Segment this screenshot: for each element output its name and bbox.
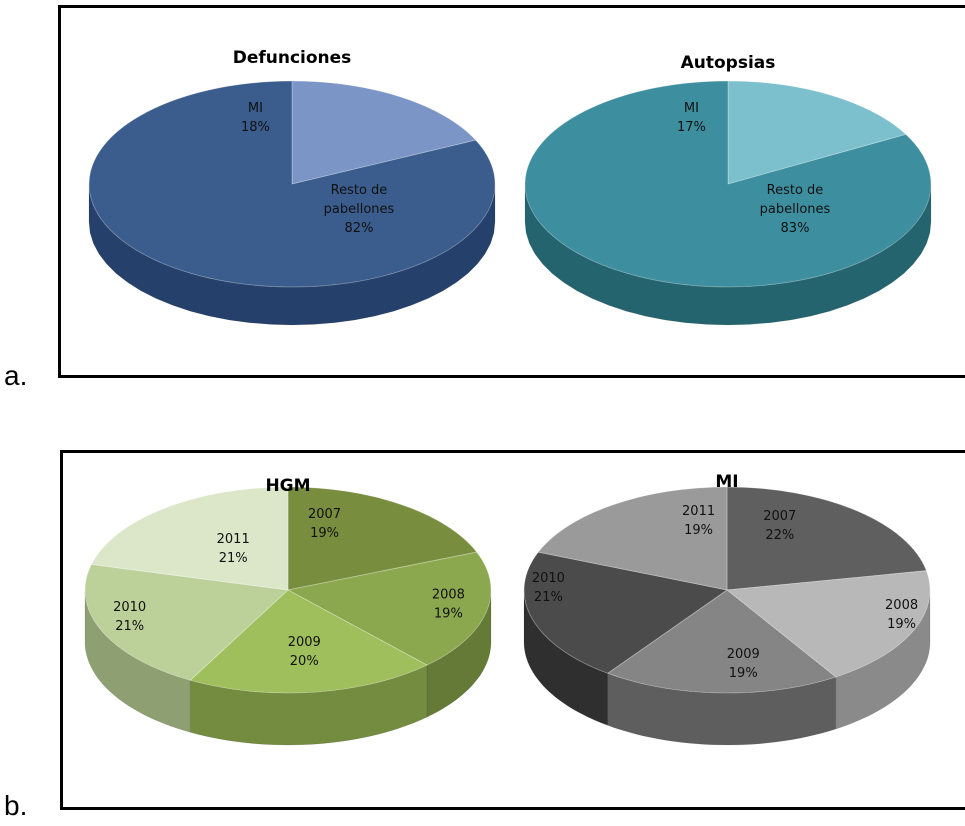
pie-slice-3-4 <box>537 486 728 591</box>
pie-slice-3-0 <box>726 486 927 591</box>
pie-label-2-3: 2010 21% <box>113 600 146 634</box>
pie-label-3-1: 2008 19% <box>885 598 918 632</box>
pie-slice-0-1 <box>88 80 496 288</box>
pie-slice-2-2 <box>189 589 428 694</box>
pie-slice-2-1 <box>286 551 492 666</box>
pie-label-3-2: 2009 19% <box>727 647 760 681</box>
pie-label-3-3: 2010 21% <box>532 571 565 605</box>
pie-slice-3-2 <box>606 589 837 694</box>
pie-slice-3-1 <box>725 570 931 678</box>
pie-label-0-1: Resto de pabellones 82% <box>324 183 395 236</box>
pie-chart-3: MI 2007 22% 2008 19% 2009 19% 2010 21% 2011 19% <box>523 472 931 746</box>
pie-chart-1: Autopsias MI 17% Resto de pabellones 83% <box>524 53 932 326</box>
panel-a-letter: a. <box>4 360 28 391</box>
pie-chart-0: Defunciones MI 18% Resto de pabellones 82% <box>88 48 496 326</box>
pie-slice-1-0 <box>727 80 907 185</box>
pie-slice-2-0 <box>287 486 478 591</box>
pie-label-3-0: 2007 22% <box>763 509 796 543</box>
pie-slice-3-3 <box>523 551 728 674</box>
pie-title-1: Autopsias <box>681 53 776 73</box>
pie-title-2: HGM <box>265 476 310 496</box>
pie-label-0-0: MI 18% <box>241 101 270 135</box>
pie-slice-1-1 <box>524 80 932 288</box>
pie-slice-0-0 <box>291 80 477 185</box>
pie-label-2-2: 2009 20% <box>288 635 321 669</box>
pie-label-1-1: Resto de pabellones 83% <box>760 183 831 236</box>
panel-b-letter: b. <box>4 790 28 821</box>
pie-label-3-4: 2011 19% <box>682 504 715 538</box>
pie-title-3: MI <box>715 472 738 492</box>
pie-label-1-0: MI 17% <box>677 101 706 135</box>
pie-chart-2: HGM 2007 19% 2008 19% 2009 20% 2010 21% 2011 21% <box>84 476 492 746</box>
pie-slice-2-4 <box>90 486 289 591</box>
pie-title-0: Defunciones <box>233 48 352 68</box>
pie-label-2-0: 2007 19% <box>308 507 341 541</box>
pie-slice-2-3 <box>84 563 289 681</box>
pie-label-2-4: 2011 21% <box>217 532 250 566</box>
pie-label-2-1: 2008 19% <box>432 587 465 621</box>
